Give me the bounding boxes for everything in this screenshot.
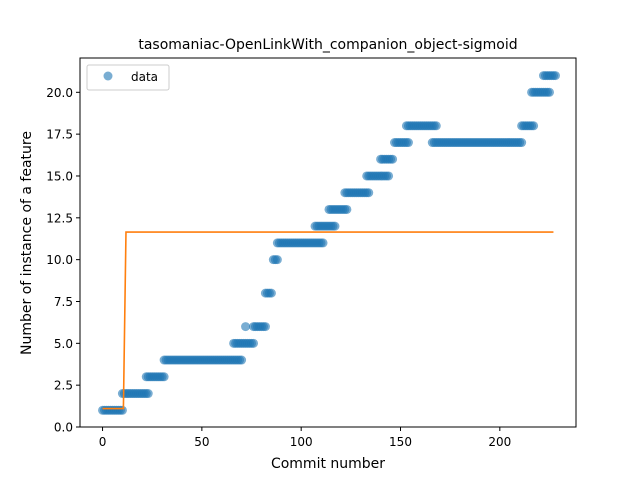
data-point (517, 138, 527, 148)
data-point (266, 288, 276, 298)
data-point (143, 389, 153, 399)
chart-title: tasomaniac-OpenLinkWith_companion_object… (138, 37, 517, 53)
data-point (544, 87, 554, 97)
x-axis-label: Commit number (271, 456, 385, 472)
y-tick-label: 20.0 (46, 86, 73, 100)
data-point (384, 171, 394, 181)
y-tick-label: 17.5 (46, 128, 73, 142)
data-point (388, 154, 398, 164)
x-tick-label: 150 (389, 435, 412, 449)
data-point (272, 255, 282, 265)
axes: 0 50 100 150 200 0.0 2.5 5.0 7.5 10.0 12.5 15.0 17.5… (46, 57, 577, 449)
x-tick-label: 100 (290, 435, 313, 449)
y-tick-label: 5.0 (54, 337, 73, 351)
data-point (431, 121, 441, 131)
x-tick-label: 50 (194, 435, 209, 449)
data-point (330, 221, 340, 231)
data-point (117, 405, 127, 415)
axes-frame (79, 57, 577, 428)
data-point (403, 138, 413, 148)
legend: data (86, 64, 170, 91)
data-point (318, 238, 328, 248)
y-tick-label: 12.5 (46, 211, 73, 225)
y-tick-label: 10.0 (46, 253, 73, 267)
plot-area (98, 71, 560, 415)
legend-box (86, 64, 170, 91)
sigmoid-fit-line (102, 231, 554, 410)
data-point (260, 322, 270, 332)
legend-marker-data (103, 71, 113, 81)
x-tick-label: 200 (488, 435, 511, 449)
x-tick-label: 0 (99, 435, 107, 449)
legend-label-data: data (131, 70, 158, 84)
y-tick-label: 2.5 (54, 379, 73, 393)
data-point (364, 188, 374, 198)
y-tick-label: 7.5 (54, 295, 73, 309)
y-axis-label: Number of instance of a feature (19, 131, 35, 355)
data-point (550, 71, 560, 81)
data-point (249, 338, 259, 348)
y-tick-label: 0.0 (54, 421, 73, 435)
data-point (159, 372, 169, 382)
y-tick-label: 15.0 (46, 169, 73, 183)
data-point (237, 355, 247, 365)
data-point (241, 322, 251, 332)
data-point (529, 121, 539, 131)
data-point (342, 204, 352, 214)
